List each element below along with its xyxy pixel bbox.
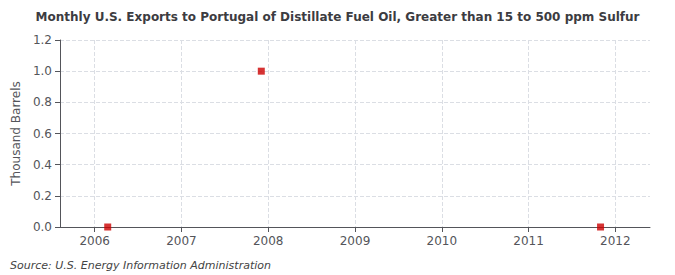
svg-text:1.2: 1.2 <box>33 33 52 47</box>
svg-text:2010: 2010 <box>426 234 457 248</box>
svg-text:Source: U.S. Energy Informatio: Source: U.S. Energy Information Administ… <box>10 259 271 272</box>
svg-text:0.2: 0.2 <box>33 189 52 203</box>
svg-text:0.6: 0.6 <box>33 127 52 141</box>
svg-text:2007: 2007 <box>166 234 197 248</box>
svg-text:Monthly U.S. Exports to Portug: Monthly U.S. Exports to Portugal of Dist… <box>36 10 640 24</box>
svg-text:0.8: 0.8 <box>33 95 52 109</box>
svg-text:2006: 2006 <box>79 234 110 248</box>
svg-text:Thousand Barrels: Thousand Barrels <box>9 81 23 186</box>
svg-text:2011: 2011 <box>513 234 544 248</box>
svg-text:2009: 2009 <box>340 234 371 248</box>
svg-text:0.0: 0.0 <box>33 220 52 234</box>
svg-text:2008: 2008 <box>253 234 284 248</box>
svg-text:2012: 2012 <box>600 234 631 248</box>
svg-text:0.4: 0.4 <box>33 158 52 172</box>
svg-text:1.0: 1.0 <box>33 64 52 78</box>
